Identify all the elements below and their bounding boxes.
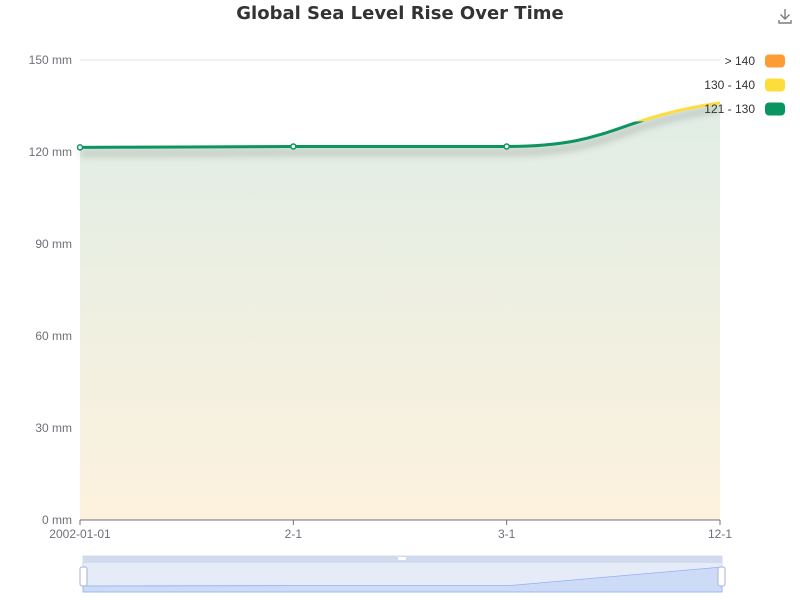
x-tick-label: 3-1 xyxy=(498,527,516,541)
legend-swatch[interactable] xyxy=(765,54,785,68)
x-axis-ticks xyxy=(79,520,721,525)
data-point[interactable] xyxy=(503,143,510,150)
datazoom-left-handle[interactable] xyxy=(79,566,88,587)
y-tick-label: 30 mm xyxy=(35,421,72,435)
series-line xyxy=(79,121,645,149)
legend-label: 130 - 140 xyxy=(704,78,755,92)
y-tick-label: 60 mm xyxy=(35,329,72,343)
series-line-group xyxy=(79,101,721,149)
download-icon[interactable] xyxy=(778,9,792,24)
x-tick-label: 2-1 xyxy=(285,527,303,541)
legend-swatch[interactable] xyxy=(765,102,785,116)
data-point[interactable] xyxy=(290,143,297,150)
y-axis-labels: 0 mm 30 mm 60 mm 90 mm 120 mm 150 mm xyxy=(29,53,72,527)
datazoom-right-handle[interactable] xyxy=(717,566,726,587)
y-tick-label: 150 mm xyxy=(29,53,72,67)
area-fill xyxy=(80,102,720,520)
x-tick-label: 12-1 xyxy=(708,527,732,541)
data-point[interactable] xyxy=(76,144,84,151)
x-axis-labels: 2002-01-01 2-1 3-1 12-1 xyxy=(49,527,732,541)
legend-swatch[interactable] xyxy=(765,78,785,92)
legend-label: 121 - 130 xyxy=(704,102,755,116)
datazoom-slider[interactable] xyxy=(79,555,726,593)
legend: > 140 130 - 140 121 - 130 xyxy=(704,54,785,116)
chart-title: Global Sea Level Rise Over Time xyxy=(236,3,563,24)
datazoom-move-handle[interactable] xyxy=(398,557,406,560)
y-tick-label: 120 mm xyxy=(29,145,72,159)
y-tick-label: 0 mm xyxy=(42,513,72,527)
x-tick-label: 2002-01-01 xyxy=(49,527,111,541)
legend-label: > 140 xyxy=(725,54,756,68)
data-points xyxy=(76,143,510,151)
y-tick-label: 90 mm xyxy=(35,237,72,251)
